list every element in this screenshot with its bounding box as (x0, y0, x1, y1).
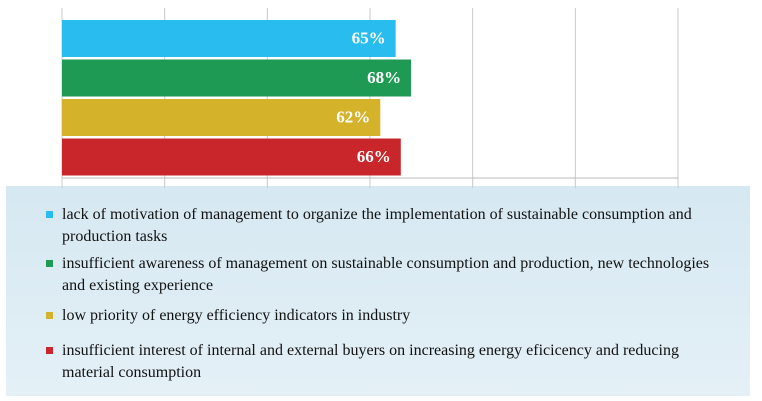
data-label: 62% (336, 107, 370, 126)
legend-swatch (46, 260, 53, 267)
legend-text: insufficient interest of internal and ex… (62, 342, 679, 381)
legend-text: insufficient awareness of management on … (62, 255, 710, 294)
bar (62, 138, 401, 176)
bar (62, 20, 396, 57)
legend-item: insufficient interest of internal and ex… (46, 340, 722, 384)
legend-swatch (46, 312, 53, 319)
legend-item: low priority of energy efficiency indica… (46, 305, 722, 327)
data-label: 66% (357, 147, 391, 166)
legend-swatch (46, 347, 53, 354)
data-label: 65% (352, 28, 386, 47)
bar (62, 59, 412, 97)
bar (62, 99, 381, 136)
legend: lack of motivation of management to orga… (6, 186, 750, 396)
legend-text: low priority of energy efficiency indica… (62, 307, 411, 324)
legend-item: lack of motivation of management to orga… (46, 204, 722, 248)
data-label: 68% (367, 68, 401, 87)
legend-swatch (46, 211, 53, 218)
legend-text: lack of motivation of management to orga… (62, 206, 692, 245)
legend-item: insufficient awareness of management on … (46, 253, 722, 297)
